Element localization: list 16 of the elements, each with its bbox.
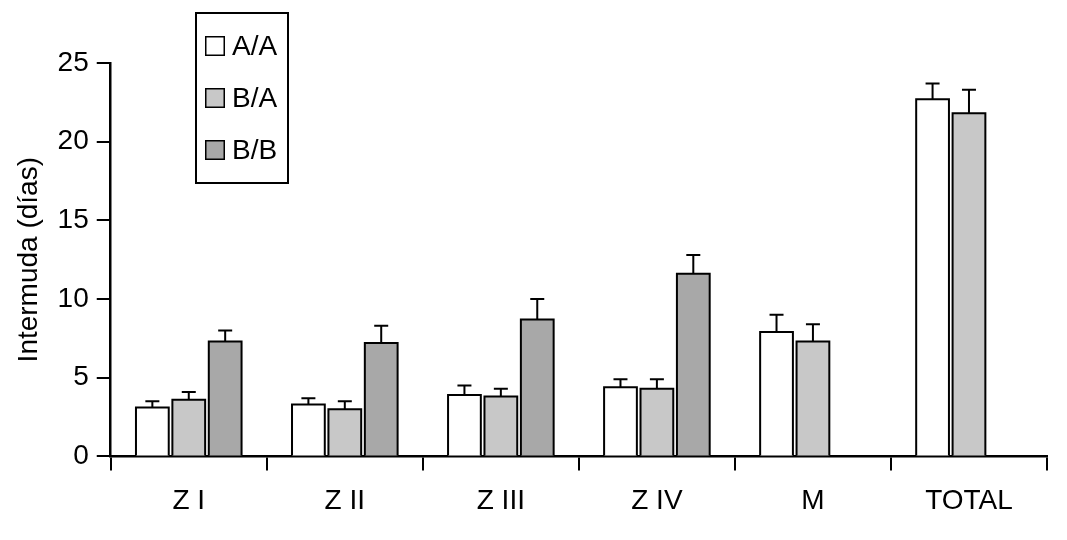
x-tick-label: M (801, 483, 825, 515)
legend-label: B/A (232, 82, 278, 114)
y-tick-label: 0 (73, 439, 89, 471)
y-tick-label: 10 (57, 281, 89, 313)
y-tick-label: 15 (57, 203, 89, 235)
y-axis-title: Intermuda (días) (11, 156, 43, 363)
x-tick-label: TOTAL (925, 483, 1013, 515)
x-tick-label: Z IV (631, 483, 683, 515)
x-tick-label: Z I (172, 483, 206, 515)
y-tick-label: 20 (57, 124, 89, 156)
x-tick-label: Z III (476, 483, 525, 515)
y-tick-label: 5 (73, 360, 89, 392)
legend-label: B/B (232, 134, 278, 166)
x-tick-label: Z II (324, 483, 366, 515)
y-tick-label: 25 (57, 45, 89, 77)
legend-label: A/A (232, 30, 278, 62)
